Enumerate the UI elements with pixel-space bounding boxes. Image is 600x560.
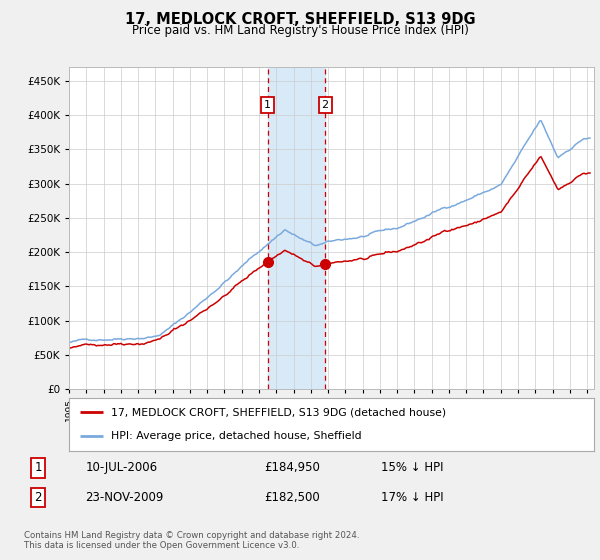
Bar [268, 67, 325, 389]
Text: 10-JUL-2006: 10-JUL-2006 [85, 461, 158, 474]
Text: 2: 2 [34, 491, 42, 504]
Text: HPI: Average price, detached house, Sheffield: HPI: Average price, detached house, Shef… [111, 431, 362, 441]
Text: £182,500: £182,500 [264, 491, 320, 504]
Text: Contains HM Land Registry data © Crown copyright and database right 2024.
This d: Contains HM Land Registry data © Crown c… [24, 531, 359, 550]
Text: 23-NOV-2009: 23-NOV-2009 [85, 491, 164, 504]
Text: 17, MEDLOCK CROFT, SHEFFIELD, S13 9DG (detached house): 17, MEDLOCK CROFT, SHEFFIELD, S13 9DG (d… [111, 408, 446, 418]
Text: 17, MEDLOCK CROFT, SHEFFIELD, S13 9DG: 17, MEDLOCK CROFT, SHEFFIELD, S13 9DG [125, 12, 475, 27]
Text: Price paid vs. HM Land Registry's House Price Index (HPI): Price paid vs. HM Land Registry's House … [131, 24, 469, 37]
Text: 1: 1 [34, 461, 42, 474]
Text: £184,950: £184,950 [264, 461, 320, 474]
Text: 1: 1 [264, 100, 271, 110]
Text: 15% ↓ HPI: 15% ↓ HPI [381, 461, 443, 474]
Text: 2: 2 [322, 100, 329, 110]
Text: 17% ↓ HPI: 17% ↓ HPI [381, 491, 444, 504]
